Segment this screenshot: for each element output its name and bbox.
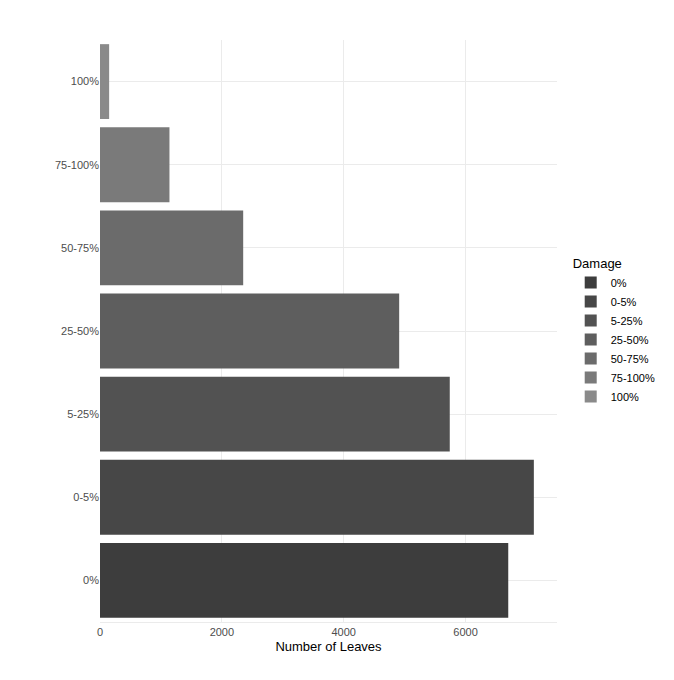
svg-text:100%: 100% — [611, 391, 639, 403]
svg-text:25-50%: 25-50% — [611, 334, 649, 346]
svg-text:50-75%: 50-75% — [611, 353, 649, 365]
svg-text:6000: 6000 — [453, 626, 477, 638]
svg-text:Damage: Damage — [573, 256, 622, 271]
svg-text:0-5%: 0-5% — [73, 491, 99, 503]
svg-text:0%: 0% — [83, 574, 99, 586]
svg-text:75-100%: 75-100% — [611, 372, 655, 384]
svg-text:5-25%: 5-25% — [67, 408, 99, 420]
svg-text:0%: 0% — [611, 277, 627, 289]
svg-text:4000: 4000 — [331, 626, 355, 638]
svg-text:100%: 100% — [71, 75, 99, 87]
svg-text:0-5%: 0-5% — [611, 296, 637, 308]
svg-text:2000: 2000 — [210, 626, 234, 638]
svg-text:Number of Leaves: Number of Leaves — [275, 639, 382, 654]
svg-text:0: 0 — [97, 626, 103, 638]
svg-text:75-100%: 75-100% — [55, 159, 99, 171]
svg-text:5-25%: 5-25% — [611, 315, 643, 327]
svg-text:25-50%: 25-50% — [61, 325, 99, 337]
svg-text:50-75%: 50-75% — [61, 242, 99, 254]
